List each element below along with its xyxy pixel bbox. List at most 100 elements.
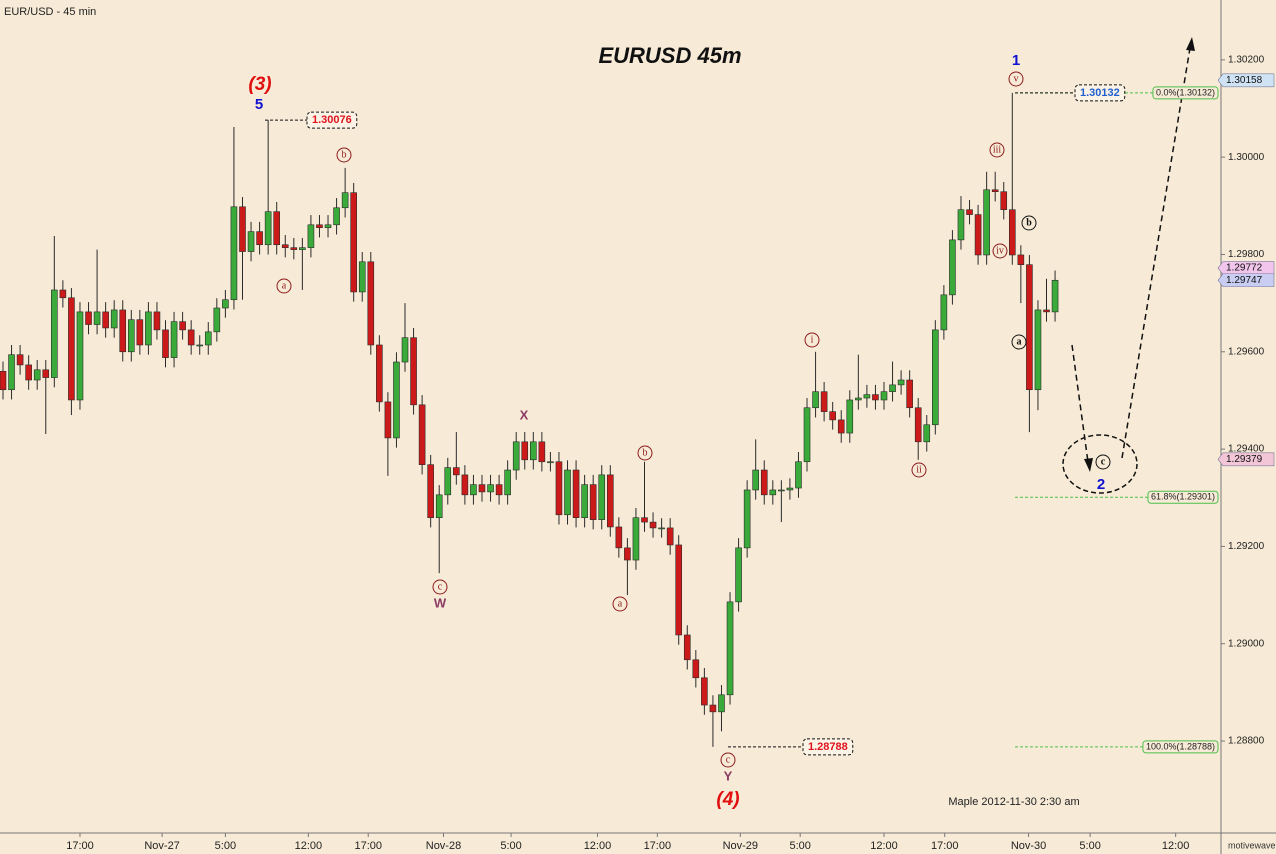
- wave-label: X: [520, 407, 529, 422]
- fib-label: 0.0%(1.30132): [1156, 87, 1215, 97]
- price-marker-label: 1.29379: [1226, 454, 1263, 465]
- candle-body: [718, 694, 725, 713]
- watermark: motivewave.com: [1228, 840, 1276, 850]
- candle-body: [256, 231, 263, 246]
- candle-body: [1043, 309, 1050, 313]
- price-marker-label: 1.30158: [1226, 75, 1263, 86]
- x-tick-label: 12:00: [584, 840, 612, 852]
- callout-label: 1.30076: [312, 114, 352, 126]
- candle-body: [521, 441, 529, 461]
- candle-body: [572, 469, 580, 519]
- wave-circle: [1095, 454, 1111, 470]
- candle-body: [410, 337, 417, 406]
- candle-body: [264, 211, 272, 246]
- candle-body: [196, 344, 204, 347]
- wave-circle: [612, 596, 628, 612]
- candle-body: [102, 311, 109, 329]
- candle-body: [162, 329, 169, 358]
- candle-body: [453, 467, 460, 476]
- x-tick-label: 12:00: [1162, 840, 1190, 852]
- candle-body: [974, 214, 982, 256]
- wave-label: a: [282, 280, 287, 291]
- candle-body: [127, 319, 135, 353]
- candle-body: [855, 397, 862, 401]
- x-tick-label: 12:00: [295, 840, 323, 852]
- x-tick-label: 17:00: [354, 840, 382, 852]
- wave-label: c: [1101, 456, 1106, 467]
- candle-body: [641, 517, 648, 523]
- y-tick-label: 1.30000: [1228, 152, 1265, 163]
- wave-circle: [989, 142, 1005, 158]
- wave-label: a: [618, 598, 623, 609]
- wave-label: c: [726, 754, 731, 765]
- candle-body: [769, 489, 777, 496]
- candle-body: [187, 329, 195, 346]
- wave-label: b: [342, 149, 347, 160]
- candle-body: [701, 677, 708, 706]
- candle-body: [1026, 264, 1033, 391]
- candle-body: [837, 419, 845, 434]
- wave-label: 2: [1097, 476, 1105, 493]
- candle-body: [897, 379, 905, 386]
- candle-body: [307, 224, 315, 248]
- candle-body: [170, 321, 178, 358]
- x-tick-label: Nov-29: [723, 840, 758, 852]
- candle-body: [281, 244, 289, 248]
- wave-circle: [1011, 334, 1027, 350]
- candle-body: [230, 206, 238, 301]
- callout-label: 1.30132: [1080, 87, 1120, 99]
- candle-body: [983, 189, 990, 256]
- wave-circle: [911, 462, 927, 478]
- candle-body: [692, 659, 700, 679]
- candle-body: [324, 224, 332, 229]
- wave-label: 5: [255, 96, 263, 113]
- candle-body: [803, 407, 811, 463]
- candle-body: [735, 547, 742, 603]
- arrow-head: [1084, 458, 1093, 472]
- candle-body: [51, 289, 58, 378]
- candle-body: [957, 209, 965, 241]
- x-tick-label: Nov-28: [426, 840, 461, 852]
- y-tick-label: 1.29800: [1228, 249, 1265, 260]
- x-tick-label: Nov-27: [144, 840, 179, 852]
- candle-body: [1034, 309, 1042, 391]
- candle-body: [119, 309, 127, 353]
- candle-body: [726, 601, 734, 696]
- price-marker: [1217, 73, 1275, 88]
- wave-circle: [432, 579, 448, 595]
- candle-body: [350, 192, 357, 293]
- wave-circle: [1021, 215, 1037, 231]
- y-tick-label: 1.29000: [1228, 638, 1265, 649]
- price-marker-label: 1.29772: [1226, 263, 1263, 274]
- candle-body: [914, 407, 922, 443]
- x-tick-label: 5:00: [1079, 840, 1100, 852]
- candle-body: [923, 424, 931, 443]
- candle-body: [222, 299, 229, 309]
- candle-body: [880, 391, 888, 401]
- candle-body: [564, 469, 571, 516]
- candle-body: [33, 369, 41, 381]
- candle-body: [461, 474, 469, 496]
- candle-body: [110, 309, 118, 329]
- wave-label: W: [434, 595, 447, 610]
- candle-body: [273, 211, 281, 246]
- y-tick-label: 1.28800: [1228, 736, 1265, 747]
- x-tick-label: 17:00: [66, 840, 94, 852]
- candle-body: [435, 494, 443, 519]
- wave-label: iv: [996, 245, 1004, 256]
- candle-body: [743, 489, 751, 549]
- candle-body: [367, 261, 375, 346]
- candle-body: [376, 344, 383, 403]
- candle-body: [179, 321, 186, 331]
- wave-circle: [276, 278, 292, 294]
- candle-body: [778, 489, 785, 492]
- candle-body: [358, 261, 366, 293]
- x-tick-label: 5:00: [789, 840, 810, 852]
- candle-body: [204, 331, 212, 346]
- candle-body: [316, 224, 323, 229]
- candle-body: [1017, 254, 1025, 265]
- wave-label: (4): [716, 789, 739, 810]
- candle-body: [547, 461, 554, 464]
- candle-body: [829, 411, 836, 421]
